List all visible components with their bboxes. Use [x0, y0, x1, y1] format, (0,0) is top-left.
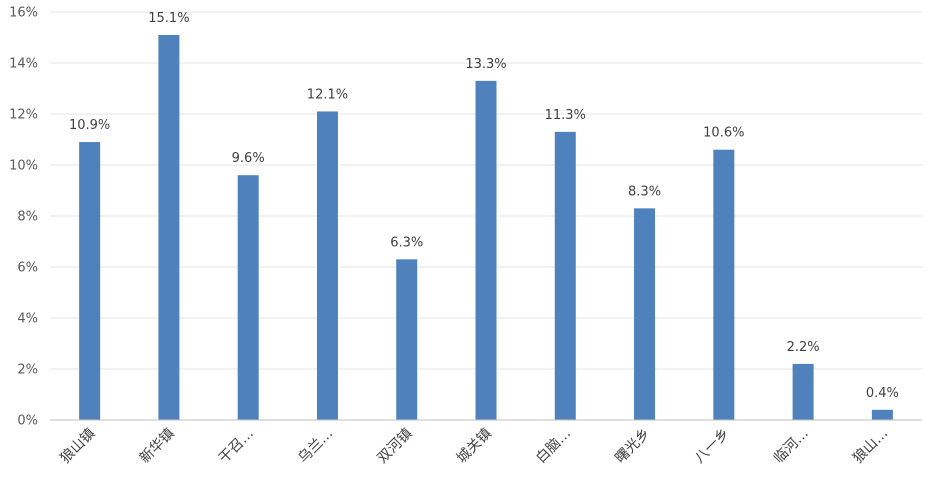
bar	[237, 175, 259, 420]
category-label: 白脑…	[533, 426, 574, 467]
category-label: 临河…	[771, 426, 812, 467]
y-tick-label: 2%	[17, 363, 38, 378]
category-label: 曙光乡	[612, 426, 653, 467]
data-label: 11.3%	[545, 108, 586, 123]
bar	[634, 208, 656, 420]
bar	[396, 259, 418, 420]
category-label: 城关镇	[454, 426, 495, 467]
y-tick-label: 0%	[17, 414, 38, 429]
category-label: 新华镇	[137, 426, 178, 467]
bar	[475, 80, 497, 420]
data-label: 2.2%	[787, 340, 820, 355]
y-tick-label: 6%	[17, 261, 38, 276]
bar	[316, 111, 338, 420]
y-tick-label: 10%	[9, 159, 38, 174]
y-tick-label: 4%	[17, 312, 38, 327]
bar	[713, 149, 735, 420]
data-label: 6.3%	[390, 235, 423, 250]
y-tick-label: 12%	[9, 108, 38, 123]
data-labels: 10.9% 15.1% 9.6% 12.1% 6.3% 13.3% 11.3% 8.3% 10.…	[69, 11, 899, 401]
y-tick-label: 16%	[9, 6, 38, 21]
category-label: 八一乡	[692, 426, 733, 467]
bar	[792, 363, 814, 420]
data-label: 13.3%	[465, 57, 506, 72]
y-tick-label: 8%	[17, 210, 38, 225]
bar	[554, 131, 576, 420]
data-label: 12.1%	[307, 87, 348, 102]
bar	[871, 409, 893, 420]
category-label: 干召…	[216, 426, 257, 467]
category-label: 乌兰…	[295, 426, 336, 467]
data-label: 15.1%	[148, 11, 189, 26]
data-label: 0.4%	[866, 386, 899, 401]
x-axis-categories: 狼山镇 新华镇 干召… 乌兰… 双河镇 城关镇 白脑… 曙光乡 八一乡 临河… 狼山…	[57, 426, 891, 467]
data-label: 10.9%	[69, 118, 110, 133]
bar	[79, 142, 101, 421]
category-label: 双河镇	[375, 426, 416, 467]
bar	[158, 34, 180, 420]
data-label: 10.6%	[703, 126, 744, 141]
y-axis-ticks: 0% 2% 4% 6% 8% 10% 12% 14% 16%	[9, 6, 38, 429]
category-label: 狼山…	[850, 426, 891, 467]
data-label: 9.6%	[232, 151, 265, 166]
y-tick-label: 14%	[9, 57, 38, 72]
data-label: 8.3%	[628, 184, 661, 199]
category-label: 狼山镇	[57, 426, 98, 467]
bars	[79, 34, 893, 421]
